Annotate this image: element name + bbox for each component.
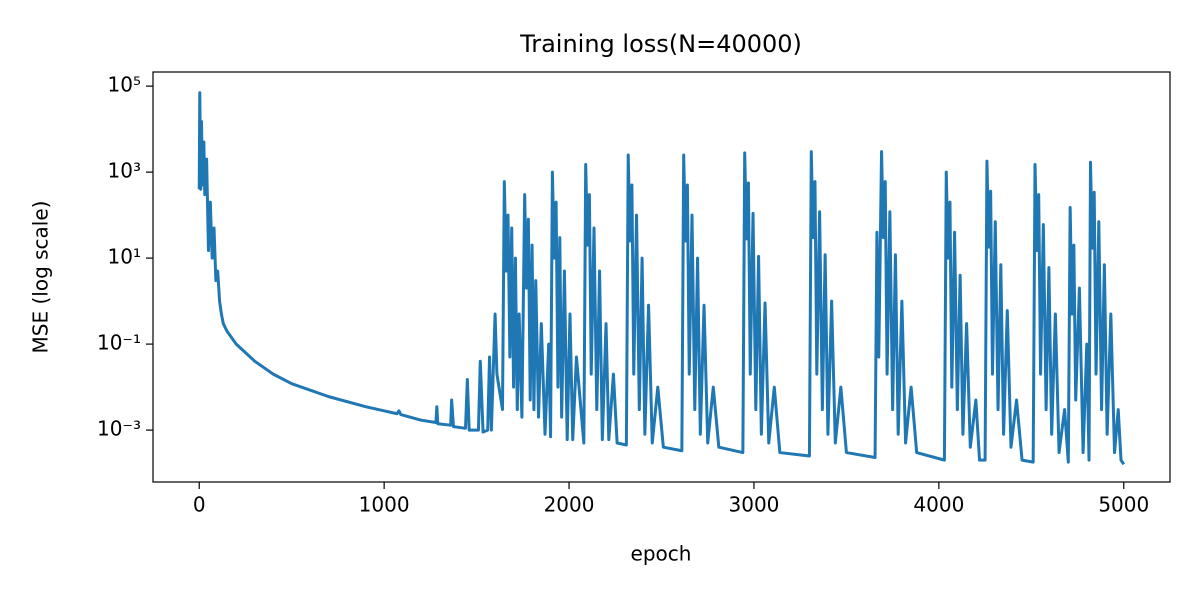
x-tick-label: 4000	[913, 493, 964, 517]
x-tick-label: 0	[193, 493, 206, 517]
y-axis-label: MSE (log scale)	[29, 201, 53, 354]
x-tick-label: 1000	[359, 493, 410, 517]
y-tick-label: 10¹	[108, 245, 141, 269]
x-tick-label: 2000	[544, 493, 595, 517]
x-axis-label: epoch	[631, 542, 692, 566]
x-tick-label: 5000	[1098, 493, 1149, 517]
y-tick-label: 10³	[108, 159, 141, 183]
loss-line	[197, 91, 1126, 466]
y-tick-label: 10⁻¹	[97, 331, 141, 355]
plot-frame	[152, 71, 1171, 483]
chart-title: Training loss(N=40000)	[519, 30, 802, 58]
x-tick-label: 3000	[729, 493, 780, 517]
y-tick-label: 10⁵	[108, 73, 141, 97]
y-tick-label: 10⁻³	[97, 417, 141, 441]
